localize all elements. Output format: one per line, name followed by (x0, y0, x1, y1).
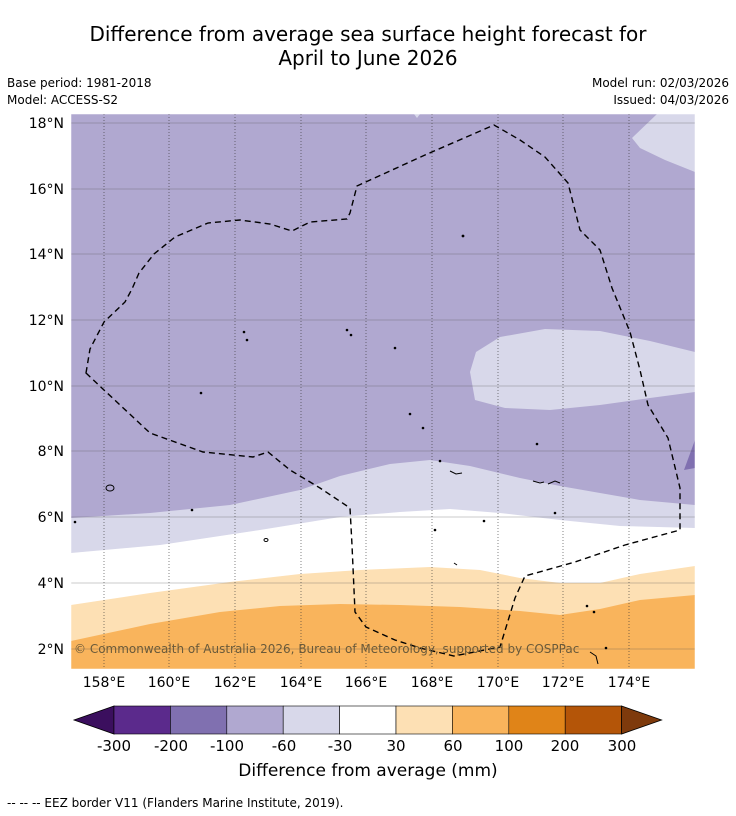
copyright-text: © Commonwealth of Australia 2026, Bureau… (74, 642, 579, 656)
band-60-100 (71, 595, 695, 669)
colorbar-tick: -200 (154, 737, 188, 755)
colorbar-segment (226, 705, 284, 735)
colorbar-tick: 300 (608, 737, 637, 755)
colorbar-tick: -30 (328, 737, 353, 755)
lat-label: 18°N (29, 116, 64, 132)
lon-label: 172°E (542, 675, 585, 691)
lat-label: 14°N (29, 247, 64, 263)
band-minus-30-60-corner (632, 114, 695, 172)
eez-footnote: -- -- -- EEZ border V11 (Flanders Marine… (7, 796, 344, 810)
title-line-2: April to June 2026 (278, 46, 458, 70)
colorbar-segment (339, 705, 397, 735)
colorbar-segment (170, 705, 228, 735)
colorbar-title: Difference from average (mm) (238, 761, 498, 781)
forecast-map: © Commonwealth of Australia 2026, Bureau… (29, 113, 696, 755)
colorbar-tick: -100 (210, 737, 244, 755)
band-minus-30-60-patch (470, 329, 695, 410)
title-line-1: Difference from average sea surface heig… (89, 22, 647, 46)
lat-label: 2°N (38, 642, 64, 658)
colorbar-segment (282, 705, 340, 735)
lon-label: 160°E (148, 675, 191, 691)
model-name: Model: ACCESS-S2 (7, 93, 119, 107)
lat-label: 10°N (29, 379, 64, 395)
colorbar-ticks: -300 -200 -100 -60 -30 30 60 100 200 300 (97, 737, 636, 755)
colorbar (72, 705, 663, 735)
lon-label: 174°E (608, 675, 651, 691)
gridlines (71, 114, 695, 669)
lat-label: 12°N (29, 313, 64, 329)
lon-axis: 158°E 160°E 162°E 164°E 166°E 168°E 170°… (83, 675, 651, 691)
map-frame (70, 113, 696, 670)
colorbar-segment (452, 705, 510, 735)
map-fill (71, 114, 695, 669)
colorbar-segment (564, 705, 622, 735)
band-minus-100-200-patch (684, 440, 695, 470)
base-period: Base period: 1981-2018 (7, 76, 152, 90)
colorbar-tick: 60 (443, 737, 462, 755)
lon-label: 168°E (411, 675, 454, 691)
lat-label: 4°N (38, 576, 64, 592)
lon-label: 170°E (477, 675, 520, 691)
meta-left: Base period: 1981-2018 Model: ACCESS-S2 (7, 75, 152, 109)
lat-axis: 18°N 16°N 14°N 12°N 10°N 8°N 6°N 4°N 2°N (29, 116, 64, 658)
lon-label: 162°E (214, 675, 257, 691)
model-run: Model run: 02/03/2026 (591, 76, 729, 90)
colorbar-segment (508, 705, 566, 735)
lat-label: 6°N (38, 510, 64, 526)
lon-label: 158°E (83, 675, 126, 691)
lat-label: 16°N (29, 182, 64, 198)
colorbar-tick: -300 (97, 737, 131, 755)
colorbar-segment (113, 705, 171, 735)
colorbar-tick: -60 (272, 737, 297, 755)
colorbar-segment (395, 705, 453, 735)
islands (73, 234, 608, 665)
colorbar-tick: 100 (495, 737, 524, 755)
eez-border (85, 124, 681, 657)
issued-date: Issued: 04/03/2026 (613, 93, 729, 107)
band-minus-30-notch (414, 114, 420, 118)
colorbar-tick: 30 (386, 737, 405, 755)
lon-label: 166°E (345, 675, 388, 691)
lon-label: 164°E (280, 675, 323, 691)
colorbar-tick: 200 (551, 737, 580, 755)
colorbar-arrow-high (621, 705, 663, 735)
lat-label: 8°N (38, 444, 64, 460)
colorbar-arrow-low (72, 705, 115, 735)
meta-right: Model run: 02/03/2026 Issued: 04/03/2026 (592, 75, 729, 109)
chart-title: Difference from average sea surface heig… (0, 22, 736, 70)
